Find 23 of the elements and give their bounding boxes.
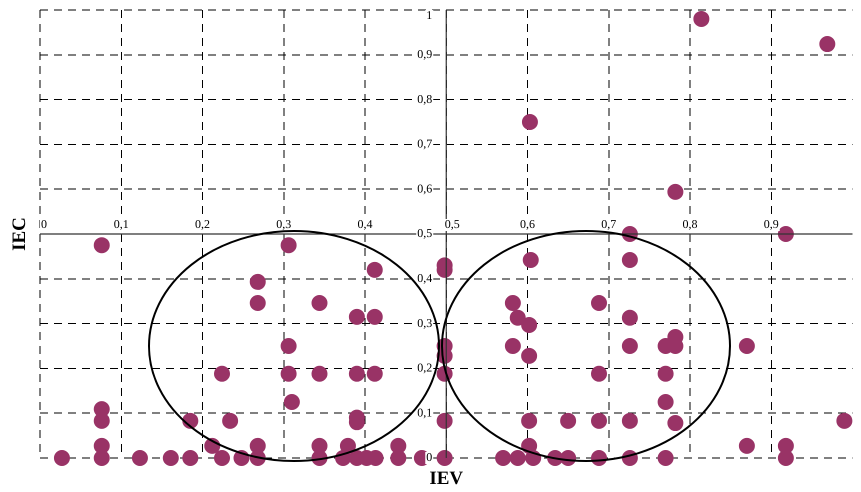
y-tick-label: 0,4: [417, 270, 432, 285]
x-tick-label: 0,6: [520, 217, 535, 232]
y-tick-label: 0: [426, 450, 432, 464]
x-tick-label: 0,3: [276, 217, 292, 232]
x-tick-label: 0,9: [764, 217, 779, 232]
y-tick-label: 0,9: [417, 46, 432, 61]
x-tick-label: 0,1: [114, 217, 129, 232]
x-tick-label: 0,5: [444, 217, 460, 232]
y-tick-label: 0,6: [417, 181, 432, 196]
x-tick-label: 0: [41, 217, 47, 232]
x-tick-label: 0,4: [358, 217, 372, 232]
x-tick-label: 0,7: [601, 217, 616, 232]
x-tick-label: 0,2: [195, 217, 210, 232]
x-axis-title: IEV: [429, 468, 464, 489]
y-tick-label: 0,8: [417, 92, 432, 106]
y-tick-label: 0,7: [417, 136, 432, 151]
y-tick-label: 1: [426, 8, 432, 22]
x-tick-label: 0,8: [682, 217, 698, 232]
y-tick-label: 0,1: [417, 405, 432, 420]
y-axis-title: IEC: [8, 217, 30, 251]
y-tick-label: 0,3: [417, 316, 432, 330]
y-tick-label: 0,2: [417, 360, 432, 375]
y-tick-label: 0,5: [417, 226, 432, 240]
